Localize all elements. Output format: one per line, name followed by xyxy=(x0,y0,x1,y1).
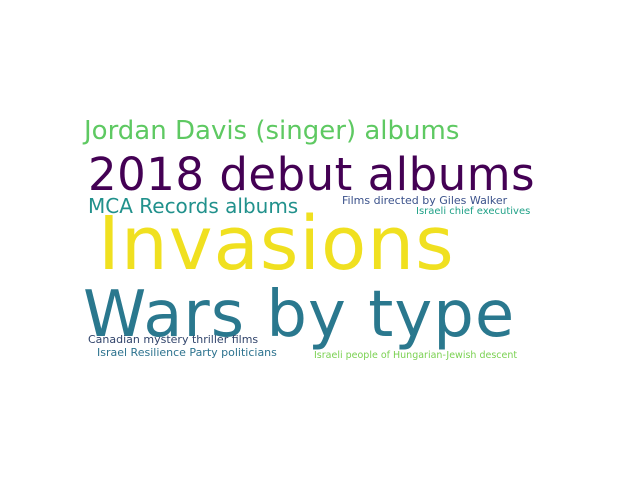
word-israeli-chief-executives: Israeli chief executives xyxy=(416,206,531,217)
word-wars-by-type: Wars by type xyxy=(83,278,516,352)
word-jordan-davis-albums: Jordan Davis (singer) albums xyxy=(84,116,460,146)
word-canadian-mystery-thriller-films: Canadian mystery thriller films xyxy=(88,333,259,346)
word-mca-records-albums: MCA Records albums xyxy=(88,194,299,218)
word-invasions: Invasions xyxy=(98,201,455,287)
word-israeli-hungarian-jewish: Israeli people of Hungarian-Jewish desce… xyxy=(314,350,518,361)
word-films-giles-walker: Films directed by Giles Walker xyxy=(342,194,508,207)
word-israel-resilience-party: Israel Resilience Party politicians xyxy=(97,346,277,359)
word-2018-debut-albums: 2018 debut albums xyxy=(88,148,536,201)
